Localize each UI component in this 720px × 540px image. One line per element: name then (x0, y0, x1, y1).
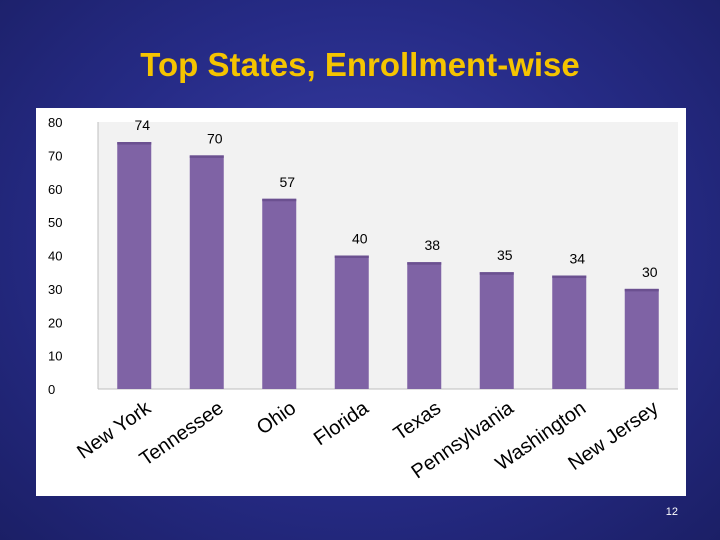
data-label: 34 (569, 251, 585, 267)
y-tick-label: 10 (48, 349, 62, 364)
bar (262, 198, 297, 389)
data-label: 74 (134, 117, 150, 133)
bar (407, 262, 442, 389)
y-tick-label: 70 (48, 148, 62, 163)
bar-top-edge (624, 288, 659, 292)
category-label: Florida (310, 397, 373, 451)
y-tick-label: 60 (48, 182, 62, 197)
bar (334, 255, 369, 389)
data-label: 40 (352, 231, 368, 247)
data-label: 57 (279, 174, 295, 190)
page-number: 12 (665, 506, 678, 518)
data-label: 38 (424, 237, 440, 253)
category-label: Texas (390, 397, 445, 445)
bar-top-edge (407, 262, 442, 265)
y-tick-label: 20 (48, 315, 62, 330)
slide-title: Top States, Enrollment-wise (140, 46, 580, 83)
bar (624, 288, 659, 389)
data-label: 70 (207, 130, 223, 146)
category-label: Ohio (253, 397, 300, 439)
bar-top-edge (189, 155, 224, 158)
y-tick-label: 50 (48, 215, 62, 230)
bar-top-edge (552, 275, 587, 279)
bar-top-edge (334, 255, 369, 258)
bar-top-edge (262, 198, 297, 202)
bar-top-edge (479, 272, 514, 275)
data-label: 30 (642, 264, 658, 280)
y-tick-label: 40 (48, 249, 62, 264)
bar (117, 142, 152, 389)
data-label: 35 (497, 247, 513, 263)
y-tick-label: 0 (48, 382, 55, 397)
bar (479, 272, 514, 389)
y-tick-label: 80 (48, 115, 62, 130)
bar (552, 275, 587, 389)
chart-panel: 0 10 20 30 40 50 60 70 80 74 New York 70 Tennessee 57… (36, 108, 686, 496)
bar-top-edge (117, 142, 152, 145)
y-tick-label: 30 (48, 282, 62, 297)
bar (189, 155, 224, 389)
plot-area (98, 122, 678, 389)
